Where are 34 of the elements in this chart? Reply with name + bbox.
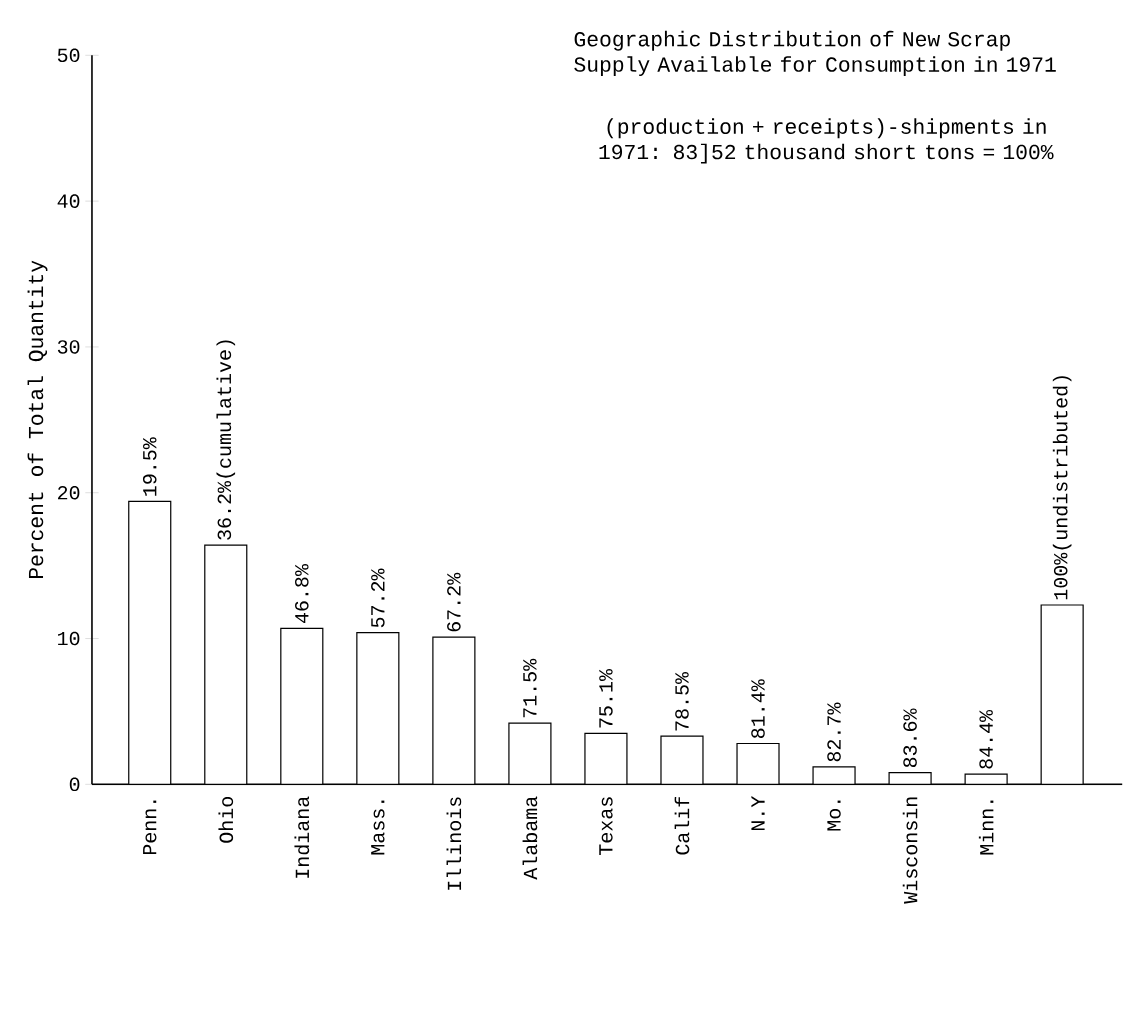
x-tick-label: Wisconsin — [902, 797, 918, 904]
text: (production + receipts)-shipments in 1971: 83]52 thousand short tons = 100% — [599, 118, 1054, 164]
x-tick-label: Mass. — [371, 800, 385, 855]
y-tick-label: 50 — [57, 48, 80, 63]
annotation: 71.5% — [523, 659, 537, 718]
y-tick-label: 20 — [58, 486, 80, 500]
x-tick-label: Calif — [674, 797, 690, 855]
y-tick-label: 40 — [57, 194, 80, 209]
x-tick-label: Minn. — [978, 800, 994, 855]
annotation: 100%(undistributed) — [1052, 376, 1072, 600]
annotation: 81.4% — [751, 679, 765, 739]
y-axis-title: Percent of Total Quantity — [27, 260, 48, 579]
x-tick-label: Mo. — [827, 800, 841, 831]
annotation: 82.7% — [827, 702, 841, 762]
x-tick-label: Penn. — [143, 800, 157, 855]
x-tick-label: N.Y — [751, 796, 765, 831]
y-tick-label: 10 — [58, 631, 80, 646]
x-tick-label: Texas — [599, 797, 613, 856]
x-tick-label: Illinois — [446, 797, 462, 890]
annotation: 84.4% — [979, 710, 993, 769]
annotation: 36.2%(cumulative) — [216, 340, 236, 540]
chart-title: Geographic Distribution of New Scrap Supply Available for Consumption in 1971 — [574, 31, 1056, 77]
x-tick-label: Ohio — [218, 797, 234, 843]
x-tick-label: Indiana — [294, 796, 310, 878]
y-tick-label: 0 — [69, 777, 80, 792]
annotation: 67.2% — [447, 573, 461, 632]
annotation: 83.6% — [903, 708, 917, 768]
annotation: 19.5% — [142, 437, 157, 496]
annotation: 46.8% — [295, 564, 309, 624]
annotation: 57.2% — [371, 568, 385, 628]
annotation: 78.5% — [675, 672, 689, 731]
y-tick-label: 30 — [57, 340, 80, 354]
x-tick-label: Alabama — [522, 796, 538, 880]
annotation: 75.1% — [599, 669, 613, 728]
